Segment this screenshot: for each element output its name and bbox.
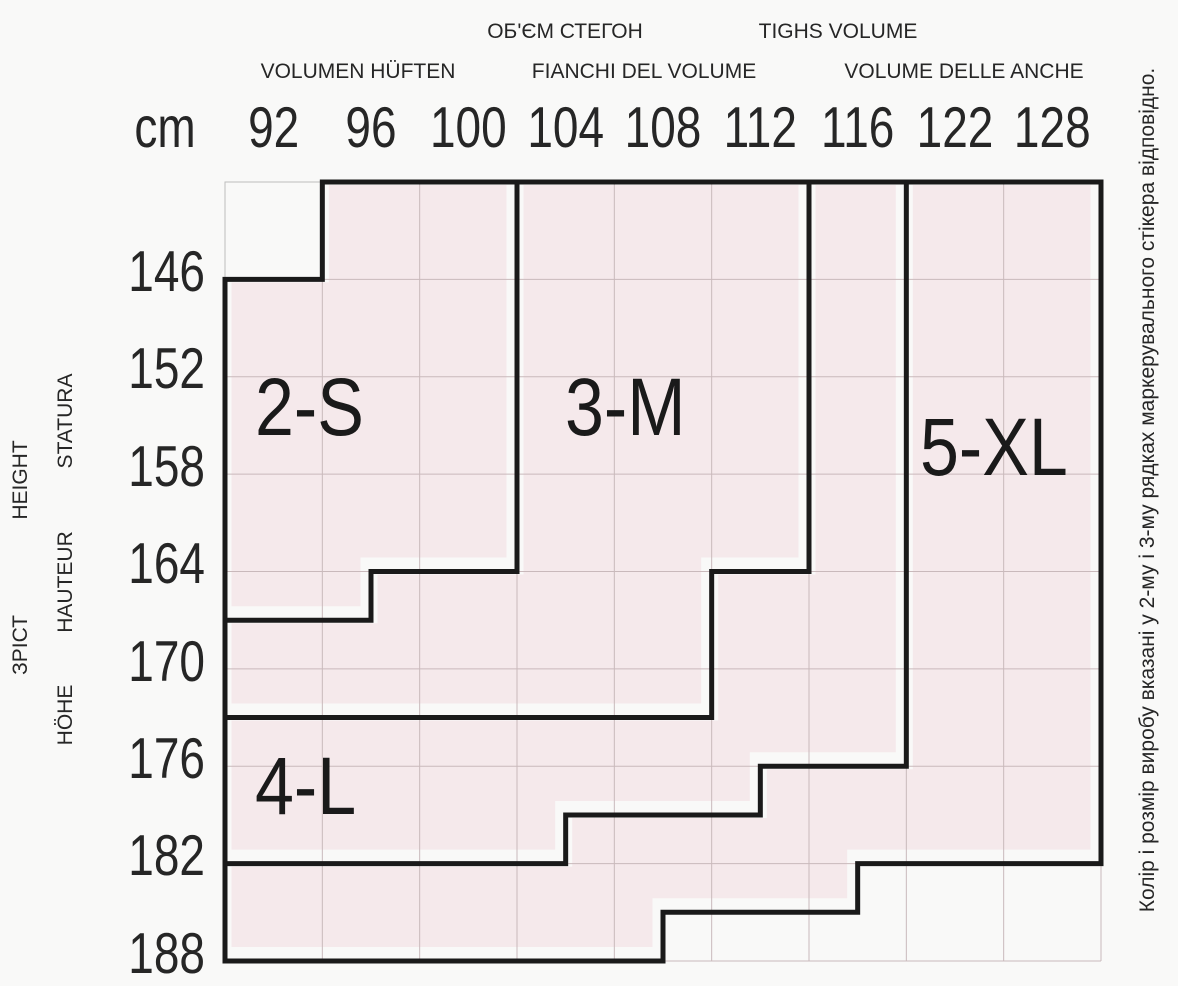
svg-text:ЗРІСТ: ЗРІСТ <box>9 615 32 675</box>
svg-text:FIANCHI DEL VOLUME: FIANCHI DEL VOLUME <box>532 60 756 83</box>
svg-text:152: 152 <box>128 337 205 401</box>
svg-text:128: 128 <box>1014 96 1091 160</box>
svg-text:104: 104 <box>527 96 604 160</box>
svg-text:HEIGHT: HEIGHT <box>9 440 32 520</box>
svg-text:92: 92 <box>248 96 299 160</box>
svg-text:4-L: 4-L <box>255 741 356 832</box>
svg-text:STATURA: STATURA <box>54 374 77 469</box>
svg-text:164: 164 <box>128 532 205 596</box>
svg-text:Колір і розмір виробу вказані: Колір і розмір виробу вказані у 2-му і 3… <box>1136 68 1159 913</box>
svg-text:170: 170 <box>128 630 205 694</box>
svg-text:158: 158 <box>128 435 205 499</box>
svg-text:HAUTEUR: HAUTEUR <box>54 531 77 633</box>
svg-text:VOLUMEN HÜFTEN: VOLUMEN HÜFTEN <box>261 60 456 83</box>
svg-text:HÖHE: HÖHE <box>54 685 77 746</box>
svg-text:TIGHS VOLUME: TIGHS VOLUME <box>759 20 918 43</box>
svg-text:ОБ'ЄМ СТЕГОН: ОБ'ЄМ СТЕГОН <box>487 20 643 43</box>
svg-text:cm: cm <box>134 96 195 160</box>
svg-text:96: 96 <box>345 96 396 160</box>
svg-text:2-S: 2-S <box>255 362 364 453</box>
svg-text:VOLUME DELLE ANCHE: VOLUME DELLE ANCHE <box>844 60 1083 83</box>
svg-text:108: 108 <box>625 96 702 160</box>
svg-text:5-XL: 5-XL <box>920 402 1068 493</box>
svg-text:146: 146 <box>128 240 205 304</box>
svg-text:176: 176 <box>128 727 205 791</box>
svg-text:3-M: 3-M <box>565 362 686 453</box>
svg-text:112: 112 <box>724 96 797 160</box>
svg-text:122: 122 <box>917 96 994 160</box>
svg-text:188: 188 <box>128 922 205 986</box>
svg-text:182: 182 <box>128 824 205 888</box>
svg-text:100: 100 <box>430 96 507 160</box>
svg-text:116: 116 <box>821 96 894 160</box>
